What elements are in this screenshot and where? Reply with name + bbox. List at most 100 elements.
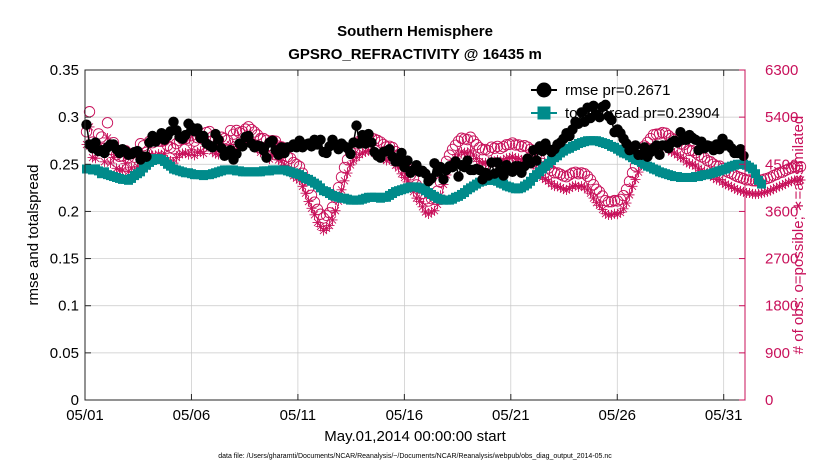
x-tick-label: 05/31 [705, 407, 743, 424]
x-tick-label: 05/26 [598, 407, 636, 424]
rmse-point [261, 152, 272, 163]
assimilated-obs-point [480, 157, 491, 168]
rmse-point [267, 135, 278, 146]
assimilated-obs-point [198, 148, 209, 159]
y2-tick-label: 6300 [765, 62, 798, 79]
assimilated-obs-point [303, 196, 314, 207]
assimilated-obs-point [309, 209, 320, 220]
assimilated-obs-point [183, 149, 194, 160]
totalspread-point [751, 169, 760, 179]
assimilated-obs-point [210, 148, 221, 159]
assimilated-obs-point [726, 181, 737, 192]
possible-obs-point [608, 194, 621, 207]
right-y-axis: 0 900 1800 2700 3600 4500 5400 6300 [739, 62, 798, 409]
possible-obs-point [614, 193, 627, 206]
assimilated-obs-point [768, 183, 779, 194]
assimilated-obs-point [357, 147, 368, 158]
assimilated-obs-point [771, 182, 782, 193]
assimilated-obs-point [225, 139, 236, 150]
data-file-footnote: data file: /Users/gharamti/Documents/NCA… [218, 453, 612, 460]
possible-obs-point [560, 171, 573, 183]
assimilated-obs-point [342, 168, 353, 179]
series-rmse [81, 99, 749, 187]
y2-tick-label: 1800 [765, 298, 798, 315]
assimilated-obs-point [180, 147, 191, 158]
rmse-point [531, 155, 542, 166]
assimilated-obs-point [744, 188, 755, 199]
assimilated-obs-point [570, 180, 581, 191]
assimilated-obs-point [729, 183, 740, 194]
rmse-point [207, 142, 218, 153]
possible-obs-point [452, 135, 465, 147]
possible-obs-point [509, 139, 522, 151]
possible-obs-point [491, 140, 504, 153]
rmse-point [654, 149, 665, 161]
assimilated-obs-point [765, 185, 776, 196]
x-tick-label: 05/16 [386, 407, 424, 424]
rmse-point [231, 148, 242, 160]
possible-obs-point [461, 134, 474, 146]
assimilated-obs-point [564, 183, 575, 194]
assimilated-obs-point [504, 152, 515, 163]
possible-obs-point [554, 168, 567, 180]
legend-totalspread-label: totalspread pr=0.23904 [565, 105, 720, 122]
y2-tick-label: 5400 [765, 109, 798, 126]
assimilated-obs-point [414, 196, 425, 207]
rmse-point [738, 150, 749, 161]
assimilated-obs-point [456, 146, 467, 157]
possible-obs-point [593, 186, 606, 198]
y-tick-label: 0 [71, 392, 79, 409]
assimilated-obs-point [501, 153, 512, 164]
assimilated-obs-point [426, 206, 437, 217]
assimilated-obs-point [402, 176, 413, 187]
possible-obs-point [563, 169, 576, 181]
assimilated-obs-point [102, 132, 113, 143]
assimilated-obs-point [759, 187, 770, 198]
possible-obs-point [740, 174, 753, 186]
assimilated-obs-point [612, 209, 623, 220]
totalspread-point [757, 179, 766, 189]
possible-obs-point [704, 156, 717, 168]
assimilated-obs-point [555, 182, 566, 193]
assimilated-obs-point [120, 158, 131, 169]
rmse-point [81, 119, 92, 130]
rmse-point [438, 174, 449, 185]
possible-obs-point [323, 207, 336, 219]
assimilated-obs-point [108, 152, 119, 163]
rmse-point [588, 100, 599, 112]
assimilated-obs-point [195, 146, 206, 157]
assimilated-obs-point [627, 181, 638, 192]
assimilated-obs-point [363, 145, 374, 156]
possible-obs-point [446, 143, 459, 156]
rmse-point [180, 129, 191, 141]
rmse-point [315, 134, 326, 145]
assimilated-obs-point [738, 186, 749, 197]
assimilated-obs-point [90, 153, 101, 164]
x-tick-label: 05/06 [173, 407, 211, 424]
rmse-point [366, 137, 377, 148]
assimilated-obs-point [513, 153, 524, 164]
assimilated-obs-point [516, 155, 527, 166]
assimilated-obs-point [393, 162, 404, 173]
assimilated-obs-point [717, 177, 728, 188]
assimilated-obs-point [780, 178, 791, 189]
x-tick-label: 05/01 [66, 407, 104, 424]
y2-tick-label: 4500 [765, 156, 798, 173]
assimilated-obs-point [324, 220, 335, 231]
series-layer [80, 99, 807, 236]
assimilated-obs-point [507, 151, 518, 162]
assimilated-obs-point [432, 199, 443, 210]
assimilated-obs-point [597, 204, 608, 215]
possible-obs-point [794, 160, 807, 173]
possible-obs-point [305, 189, 318, 201]
assimilated-obs-point [777, 180, 788, 191]
assimilated-obs-point [276, 155, 287, 166]
assimilated-obs-point [330, 205, 341, 216]
y-tick-label: 0.3 [58, 109, 79, 126]
assimilated-obs-point [615, 207, 626, 218]
rmse-point [90, 137, 101, 148]
totalspread-point [748, 164, 757, 174]
x-tick-label: 05/21 [492, 407, 530, 424]
rmse-point [192, 123, 203, 134]
assimilated-obs-point [396, 168, 407, 179]
